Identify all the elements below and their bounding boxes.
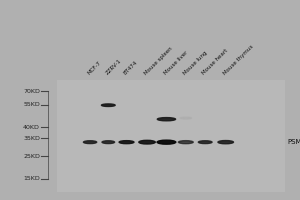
Text: 15KD: 15KD — [23, 176, 40, 181]
Ellipse shape — [83, 141, 97, 144]
Text: 35KD: 35KD — [23, 136, 40, 141]
Text: Mouse heart: Mouse heart — [202, 48, 230, 76]
Ellipse shape — [198, 141, 212, 144]
Ellipse shape — [157, 140, 176, 144]
Ellipse shape — [101, 104, 115, 106]
Ellipse shape — [119, 141, 134, 144]
Text: 40KD: 40KD — [23, 125, 40, 130]
Ellipse shape — [102, 141, 115, 144]
Text: 70KD: 70KD — [23, 89, 40, 94]
Ellipse shape — [218, 141, 233, 144]
Text: Mouse spleen: Mouse spleen — [143, 46, 174, 76]
Text: MCF-7: MCF-7 — [86, 60, 102, 76]
Ellipse shape — [180, 117, 191, 119]
Ellipse shape — [178, 141, 193, 144]
Text: 55KD: 55KD — [23, 102, 40, 107]
Ellipse shape — [157, 118, 176, 121]
Text: BT474: BT474 — [123, 60, 139, 76]
Ellipse shape — [139, 140, 155, 144]
Text: 25KD: 25KD — [23, 154, 40, 159]
Text: ZZRV-1: ZZRV-1 — [105, 58, 122, 76]
Text: PSME1: PSME1 — [287, 139, 300, 145]
Text: Mouse liver: Mouse liver — [163, 50, 189, 76]
Text: Mouse thymus: Mouse thymus — [222, 44, 254, 76]
Text: Mouse lung: Mouse lung — [182, 50, 208, 76]
